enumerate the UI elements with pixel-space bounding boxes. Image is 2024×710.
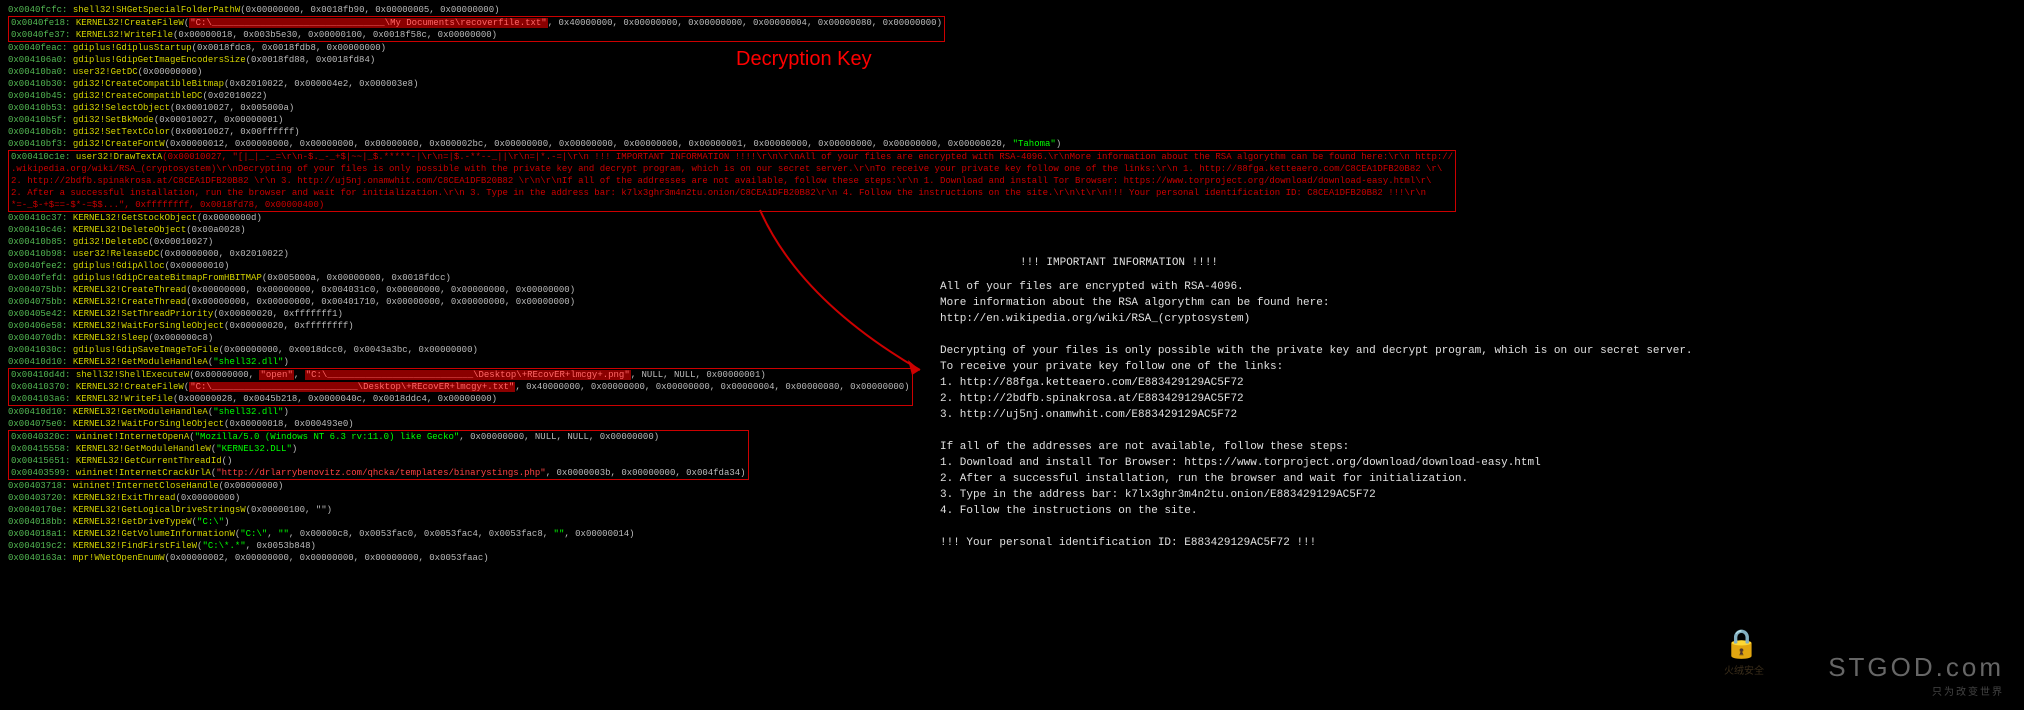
trace-line: 0x00410b30: gdi32!CreateCompatibleBitmap…: [8, 78, 2016, 90]
lock-watermark-icon: 🔒火绒安全: [1724, 627, 1764, 678]
trace-line: 0x00410c37: KERNEL32!GetStockObject(0x00…: [8, 212, 2016, 224]
note-line: If all of the addresses are not availabl…: [940, 439, 1700, 455]
note-line: 4. Follow the instructions on the site.: [940, 503, 1700, 519]
note-line: !!! Your personal identification ID: E88…: [940, 535, 1700, 551]
trace-line: 0x00410b5f: gdi32!SetBkMode(0x00010027, …: [8, 114, 2016, 126]
watermark-url: STGOD.com: [1828, 652, 2004, 683]
note-line: 3. http://uj5nj.onamwhit.com/E883429129A…: [940, 407, 1700, 423]
trace-line: 0x00410ba0: user32!GetDC(0x00000000): [8, 66, 2016, 78]
trace-line: 0x004103a6: KERNEL32!WriteFile(0x0000002…: [9, 393, 912, 405]
trace-line: 0x0040fe18: KERNEL32!CreateFileW("C:\___…: [9, 17, 944, 29]
note-line: 2. After a successful installation, run …: [940, 471, 1700, 487]
highlighted-block: 0x00410d4d: shell32!ShellExecuteW(0x0000…: [8, 368, 913, 406]
note-line: Decrypting of your files is only possibl…: [940, 343, 1700, 359]
trace-line: 0x00410c1e: user32!DrawTextA(0x00010027,…: [9, 151, 1455, 163]
trace-line: 0x004106a0: gdiplus!GdipGetImageEncoders…: [8, 54, 2016, 66]
trace-line: 0x0040fe37: KERNEL32!WriteFile(0x0000001…: [9, 29, 944, 41]
trace-line: 0x00403599: wininet!InternetCrackUrlA("h…: [9, 467, 748, 479]
note-line: More information about the RSA algorythm…: [940, 295, 1700, 311]
ransom-note: !!! IMPORTANT INFORMATION !!!! All of yo…: [940, 255, 1700, 551]
trace-line: 0x00410370: KERNEL32!CreateFileW("C:\___…: [9, 381, 912, 393]
trace-line: 0x0040163a: mpr!WNetOpenEnumW(0x00000002…: [8, 552, 2016, 564]
trace-line: 0x0040320c: wininet!InternetOpenA("Mozil…: [9, 431, 748, 443]
trace-line: 0x00410b6b: gdi32!SetTextColor(0x0001002…: [8, 126, 2016, 138]
trace-line: 0x00410b85: gdi32!DeleteDC(0x00010027): [8, 236, 2016, 248]
trace-line: 0x0040feac: gdiplus!GdiplusStartup(0x001…: [8, 42, 2016, 54]
note-line: All of your files are encrypted with RSA…: [940, 279, 1700, 295]
note-line: 1. Download and install Tor Browser: htt…: [940, 455, 1700, 471]
trace-line: 0x00410b45: gdi32!CreateCompatibleDC(0x0…: [8, 90, 2016, 102]
note-line: http://en.wikipedia.org/wiki/RSA_(crypto…: [940, 311, 1700, 327]
ransom-text-line: 2. http://2bdfb.spinakrosa.at/C8CEA1DFB2…: [9, 175, 1455, 187]
trace-line: 0x00410d4d: shell32!ShellExecuteW(0x0000…: [9, 369, 912, 381]
trace-line: 0x00415651: KERNEL32!GetCurrentThreadId(…: [9, 455, 748, 467]
trace-line: 0x00415558: KERNEL32!GetModuleHandleW("K…: [9, 443, 748, 455]
note-line: 2. http://2bdfb.spinakrosa.at/E883429129…: [940, 391, 1700, 407]
note-line: 3. Type in the address bar: k7lx3ghr3m4n…: [940, 487, 1700, 503]
trace-line: 0x00410bf3: gdi32!CreateFontW(0x00000012…: [8, 138, 2016, 150]
trace-line: 0x00410c46: KERNEL32!DeleteObject(0x00a0…: [8, 224, 2016, 236]
note-title: !!! IMPORTANT INFORMATION !!!!: [940, 255, 1700, 271]
note-line: To receive your private key follow one o…: [940, 359, 1700, 375]
decryption-key-heading: Decryption Key: [736, 48, 872, 71]
ransom-text-line: .wikipedia.org/wiki/RSA_(cryptosystem)\r…: [9, 163, 1455, 175]
trace-line: 0x0040fcfc: shell32!SHGetSpecialFolderPa…: [8, 4, 2016, 16]
trace-line: 0x00410b53: gdi32!SelectObject(0x0001002…: [8, 102, 2016, 114]
note-line: 1. http://88fga.ketteaero.com/E883429129…: [940, 375, 1700, 391]
highlighted-block: 0x0040320c: wininet!InternetOpenA("Mozil…: [8, 430, 749, 480]
ransom-text-line: 2. After a successful installation, run …: [9, 187, 1455, 199]
site-watermark: STGOD.com 只为改变世界: [1828, 652, 2004, 698]
ransom-text-line: *=-_$-+$==-$*-=$$...", 0xffffffff, 0x001…: [9, 199, 1455, 211]
highlighted-block: 0x0040fe18: KERNEL32!CreateFileW("C:\___…: [8, 16, 945, 42]
highlighted-block: 0x00410c1e: user32!DrawTextA(0x00010027,…: [8, 150, 1456, 212]
watermark-tagline: 只为改变世界: [1828, 683, 2004, 698]
